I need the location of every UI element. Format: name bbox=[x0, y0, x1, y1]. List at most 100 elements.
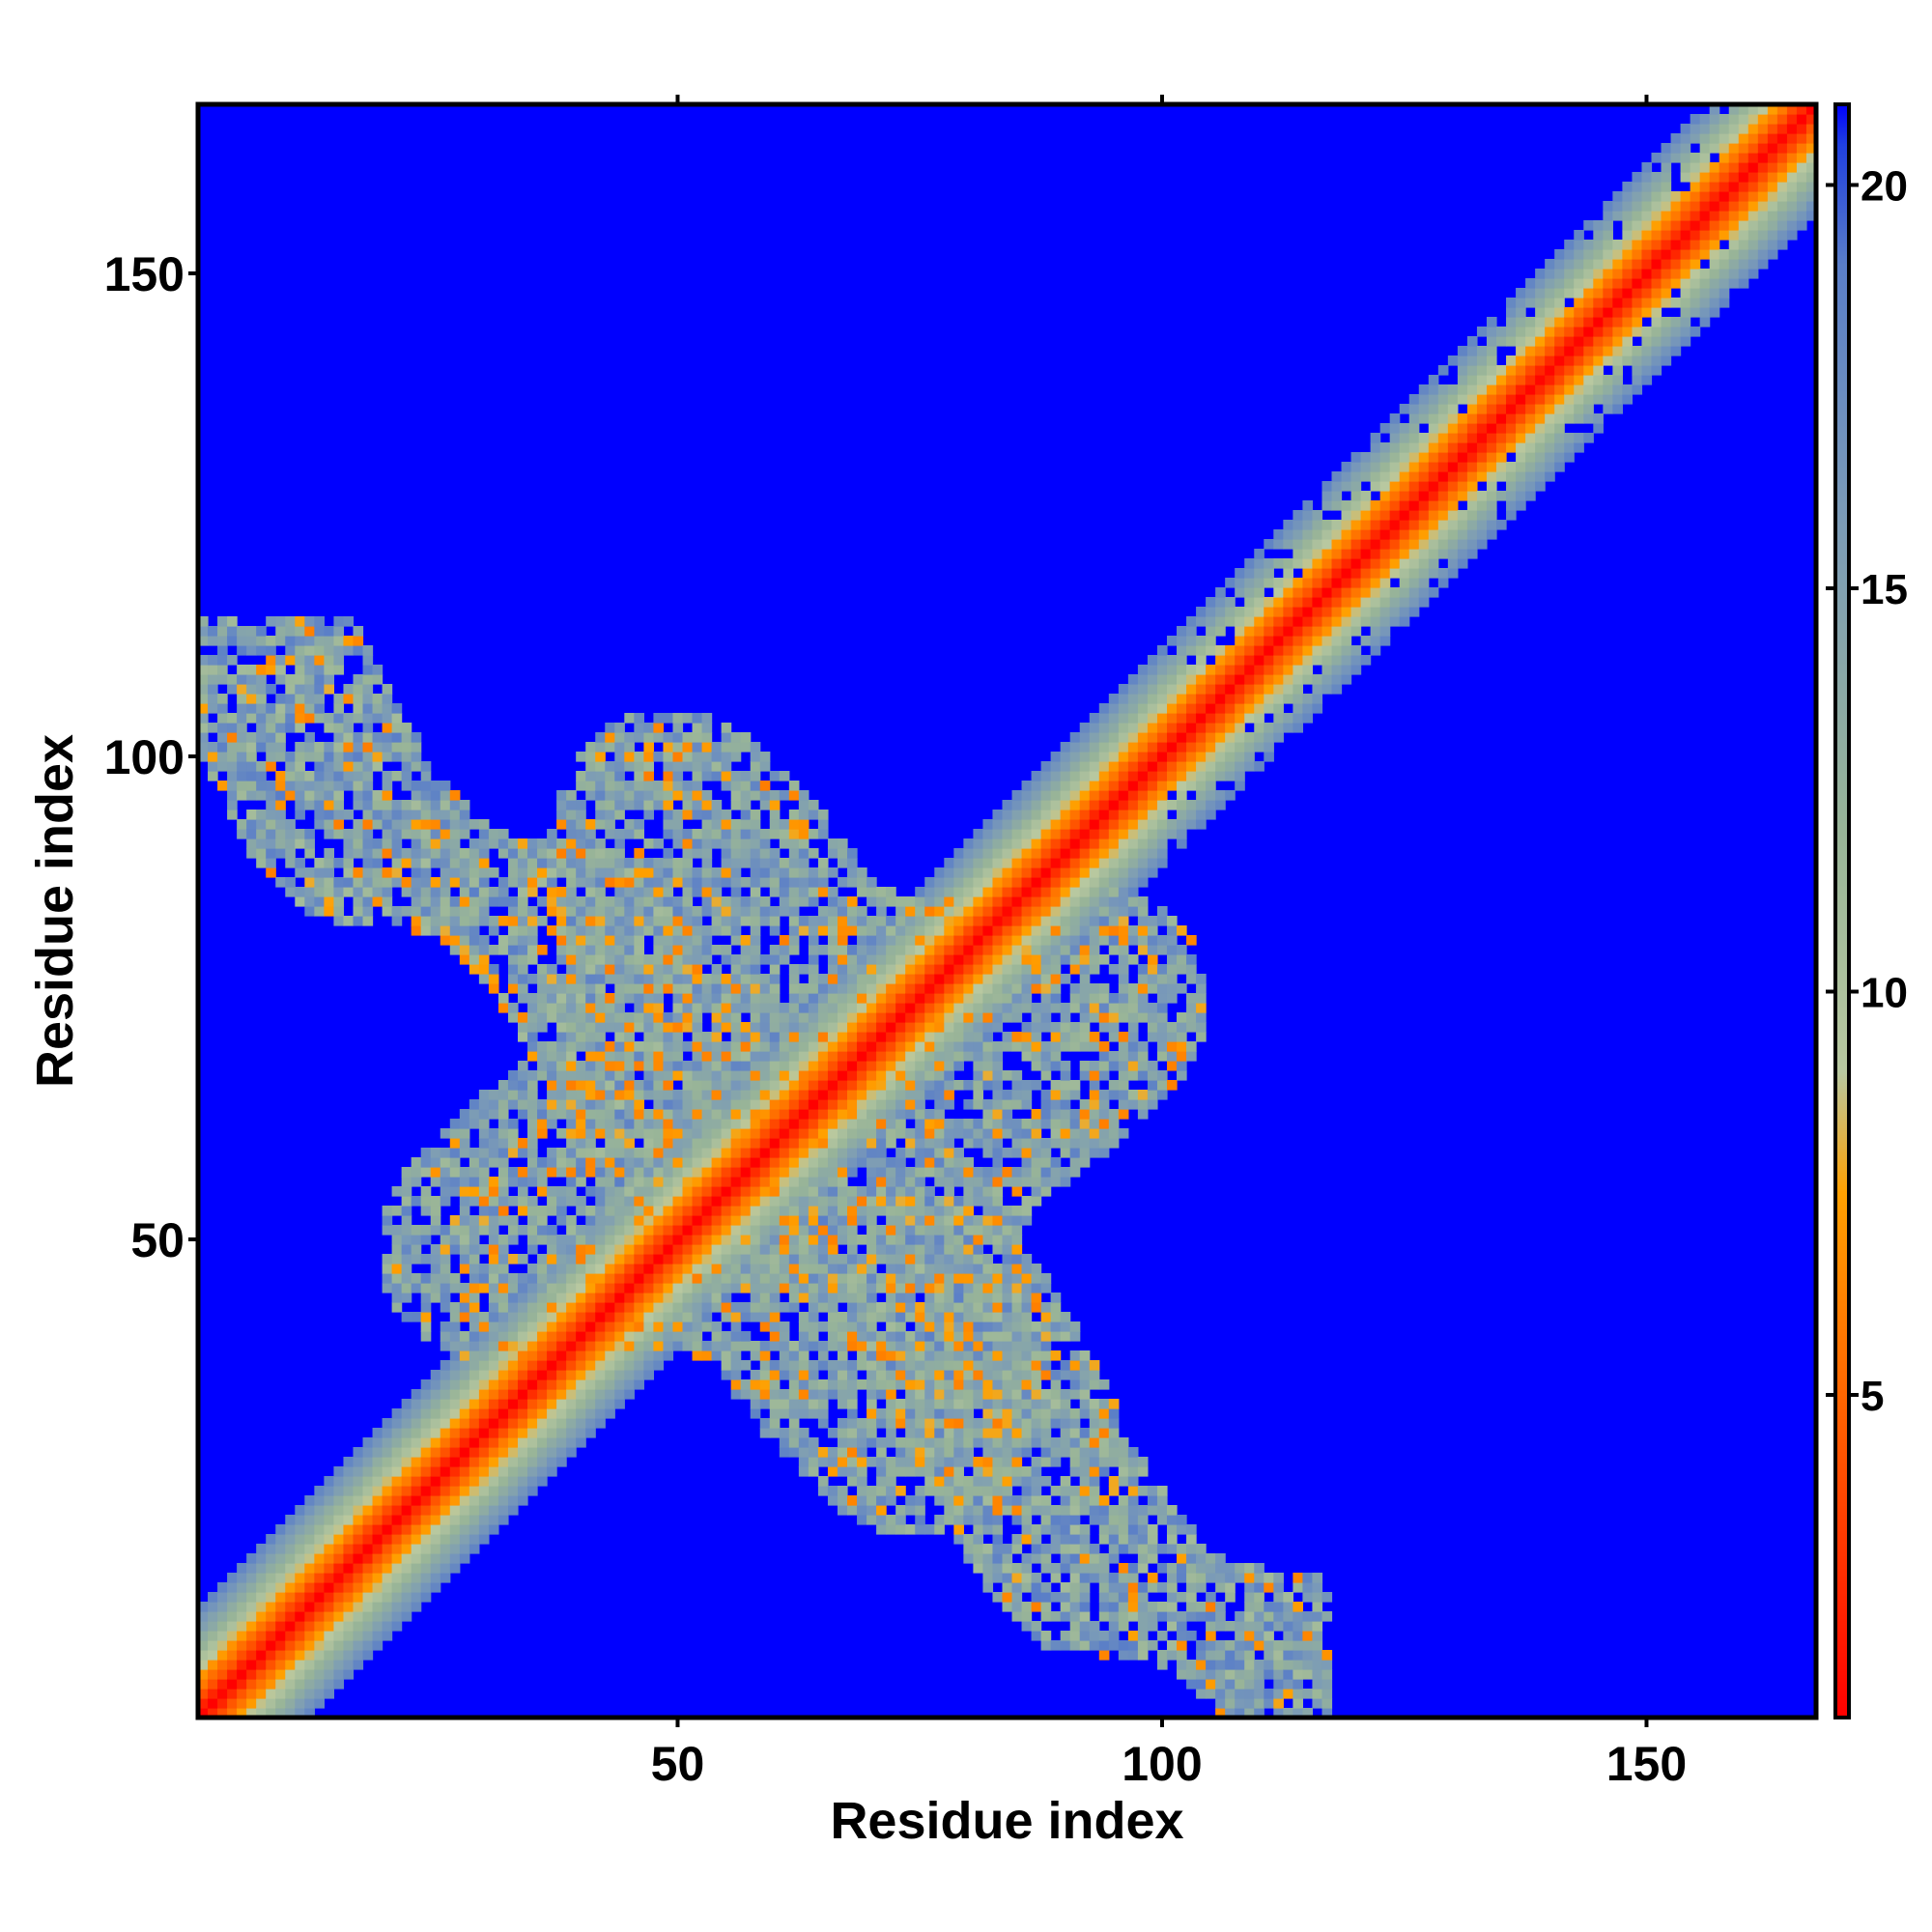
heatmap-cell bbox=[566, 790, 577, 801]
heatmap-cell bbox=[353, 867, 364, 878]
heatmap-cell bbox=[895, 1399, 906, 1409]
heatmap-cell bbox=[798, 1379, 810, 1390]
heatmap-cell bbox=[585, 906, 596, 917]
heatmap-cell bbox=[333, 819, 345, 830]
heatmap-cell bbox=[963, 867, 974, 878]
heatmap-cell bbox=[663, 1012, 674, 1023]
heatmap-cell bbox=[382, 1418, 393, 1429]
heatmap-cell bbox=[1011, 800, 1023, 810]
heatmap-cell bbox=[595, 1032, 606, 1042]
heatmap-cell bbox=[682, 1312, 694, 1322]
heatmap-cell bbox=[459, 1350, 470, 1361]
heatmap-cell bbox=[537, 1119, 548, 1129]
heatmap-cell bbox=[740, 954, 752, 965]
heatmap-cell bbox=[362, 645, 374, 656]
heatmap-cell bbox=[497, 1389, 509, 1400]
heatmap-cell bbox=[537, 1331, 548, 1342]
heatmap-cell bbox=[915, 925, 925, 936]
heatmap-cell bbox=[275, 848, 286, 859]
heatmap-cell bbox=[643, 964, 655, 975]
heatmap-cell bbox=[867, 1012, 877, 1023]
heatmap-cell bbox=[663, 945, 674, 955]
heatmap-cell bbox=[634, 896, 644, 907]
heatmap-cell bbox=[324, 1515, 335, 1525]
heatmap-cell bbox=[857, 1360, 867, 1371]
heatmap-cell bbox=[507, 1302, 519, 1313]
heatmap-cell bbox=[895, 1302, 906, 1313]
heatmap-cell bbox=[314, 771, 325, 781]
heatmap-cell bbox=[837, 1109, 848, 1120]
heatmap-cell bbox=[1011, 819, 1023, 830]
heatmap-cell bbox=[362, 1573, 374, 1583]
heatmap-cell bbox=[585, 1215, 596, 1226]
heatmap-cell bbox=[566, 1399, 577, 1409]
heatmap-cell bbox=[497, 1099, 509, 1110]
heatmap-cell bbox=[944, 1379, 954, 1390]
heatmap-cell bbox=[886, 1312, 896, 1322]
heatmap-cell bbox=[788, 1244, 800, 1255]
heatmap-cell bbox=[798, 1003, 810, 1013]
heatmap-cell bbox=[701, 1206, 713, 1216]
heatmap-cell bbox=[1002, 1573, 1013, 1583]
heatmap-cell bbox=[982, 1428, 994, 1438]
heatmap-cell bbox=[982, 877, 994, 888]
heatmap-cell bbox=[449, 877, 461, 888]
heatmap-cell bbox=[576, 993, 586, 1004]
heatmap-cell bbox=[420, 1235, 432, 1245]
heatmap-cell bbox=[507, 1350, 519, 1361]
heatmap-cell bbox=[837, 1486, 848, 1496]
heatmap-cell bbox=[721, 1041, 732, 1052]
heatmap-cell bbox=[721, 1012, 732, 1023]
heatmap-cell bbox=[605, 1341, 615, 1351]
heatmap-cell bbox=[324, 800, 335, 810]
heatmap-cell bbox=[624, 916, 635, 926]
heatmap-cell bbox=[420, 896, 432, 907]
heatmap-cell bbox=[663, 1119, 674, 1129]
heatmap-cell bbox=[401, 1544, 412, 1554]
heatmap-cell bbox=[547, 1148, 557, 1158]
heatmap-cell bbox=[847, 1273, 858, 1284]
heatmap-cell bbox=[827, 1235, 838, 1245]
heatmap-cell bbox=[275, 1602, 286, 1612]
heatmap-cell bbox=[304, 1708, 315, 1719]
heatmap-cell bbox=[295, 1544, 305, 1554]
heatmap-cell bbox=[547, 1109, 557, 1120]
heatmap-cell bbox=[817, 1032, 829, 1042]
heatmap-cell bbox=[953, 1003, 964, 1013]
heatmap-cell bbox=[682, 1177, 694, 1187]
heatmap-cell bbox=[605, 1109, 615, 1120]
heatmap-cell bbox=[886, 1003, 896, 1013]
heatmap-cell bbox=[430, 790, 441, 801]
heatmap-cell bbox=[585, 935, 596, 946]
heatmap-cell bbox=[459, 945, 470, 955]
heatmap-cell bbox=[333, 790, 345, 801]
heatmap-cell bbox=[208, 1611, 218, 1622]
heatmap-cell bbox=[730, 1302, 742, 1313]
heatmap-cell bbox=[256, 771, 267, 781]
heatmap-cell bbox=[692, 1254, 703, 1264]
heatmap-cell bbox=[459, 1331, 470, 1342]
heatmap-cell bbox=[440, 1563, 451, 1574]
heatmap-cell bbox=[227, 674, 238, 685]
heatmap-cell bbox=[876, 896, 887, 907]
heatmap-cell bbox=[478, 896, 490, 907]
heatmap-cell bbox=[353, 1524, 364, 1535]
heatmap-cell bbox=[507, 1457, 519, 1467]
heatmap-cell bbox=[934, 1225, 945, 1236]
heatmap-cell bbox=[401, 1466, 412, 1477]
heatmap-cell bbox=[934, 1360, 945, 1371]
heatmap-cell bbox=[624, 1012, 635, 1023]
heatmap-cell bbox=[343, 1563, 355, 1574]
heatmap-cell bbox=[478, 1370, 490, 1380]
heatmap-cell bbox=[982, 1389, 994, 1400]
heatmap-cell bbox=[624, 819, 635, 830]
heatmap-cell bbox=[759, 1379, 771, 1390]
heatmap-cell bbox=[798, 1051, 810, 1062]
heatmap-cell bbox=[469, 945, 480, 955]
heatmap-cell bbox=[372, 703, 384, 714]
heatmap-cell bbox=[740, 1177, 752, 1187]
heatmap-cell bbox=[750, 752, 761, 762]
heatmap-cell bbox=[382, 1602, 393, 1612]
heatmap-cell bbox=[847, 1012, 858, 1023]
heatmap-cell bbox=[343, 645, 355, 656]
